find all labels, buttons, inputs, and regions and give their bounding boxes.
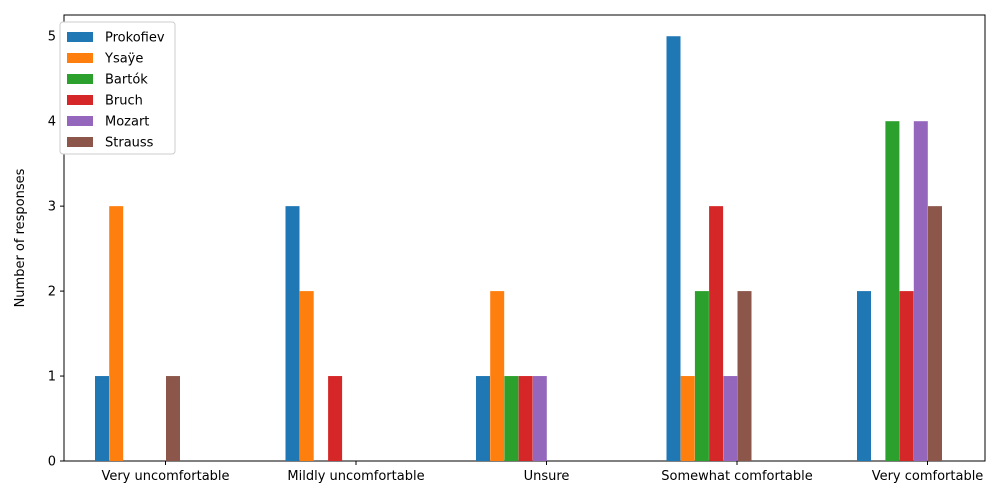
bar <box>928 206 942 461</box>
y-tick-label: 2 <box>48 285 56 300</box>
y-tick-label: 0 <box>48 455 56 470</box>
bar <box>666 36 681 461</box>
bar <box>694 291 709 461</box>
legend-swatch <box>67 53 93 63</box>
legend-swatch <box>67 137 93 147</box>
bar <box>899 291 914 461</box>
x-tick-label: Unsure <box>524 469 570 484</box>
legend: Prokofiev Ysaÿe Bartók Bruch Mozart Strauss <box>59 21 176 155</box>
y-axis-label: Number of responses <box>13 168 28 307</box>
bar <box>518 376 533 461</box>
legend-label: Bruch <box>105 94 143 109</box>
legend-label: Strauss <box>105 136 154 151</box>
bar <box>299 291 314 461</box>
bar <box>709 206 724 461</box>
legend-swatch <box>67 116 93 126</box>
bar <box>885 121 900 461</box>
bar <box>532 376 547 461</box>
bar <box>166 376 180 461</box>
legend-swatch <box>67 74 93 84</box>
bar <box>109 206 124 461</box>
bars-group <box>95 36 942 461</box>
legend-label: Bartók <box>105 73 148 88</box>
x-tick-label: Very comfortable <box>872 469 984 484</box>
bar <box>490 291 505 461</box>
legend-label: Prokofiev <box>105 31 165 46</box>
bar <box>504 376 519 461</box>
x-tick-label: Very uncomfortable <box>101 469 229 484</box>
x-axis: Very uncomfortable Mildly uncomfortable Un… <box>101 461 983 484</box>
y-tick-label: 1 <box>48 370 56 385</box>
bar <box>328 376 343 461</box>
x-tick-label: Mildly uncomfortable <box>287 469 424 484</box>
bar <box>285 206 300 461</box>
bar <box>913 121 928 461</box>
legend-swatch <box>67 95 93 105</box>
y-tick-label: 4 <box>48 115 56 130</box>
bar <box>95 376 109 461</box>
bar <box>737 291 752 461</box>
y-tick-label: 5 <box>48 30 56 45</box>
x-tick-label: Somewhat comfortable <box>661 469 813 484</box>
bar <box>476 376 490 461</box>
bar <box>857 291 871 461</box>
legend-label: Ysaÿe <box>104 52 143 67</box>
legend-label: Mozart <box>105 115 149 130</box>
y-tick-label: 3 <box>48 200 56 215</box>
legend-swatch <box>67 32 93 42</box>
bar <box>680 376 695 461</box>
bar <box>723 376 738 461</box>
